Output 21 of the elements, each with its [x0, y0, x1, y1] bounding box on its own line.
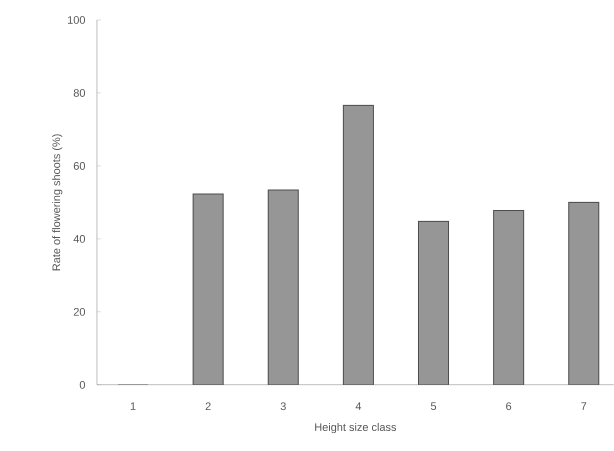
y-axis-title: Rate of flowering shoots (%) [52, 134, 62, 270]
y-tick-label: 40 [74, 235, 86, 243]
bar [493, 210, 524, 385]
bar [568, 202, 600, 385]
y-tick-label: 80 [74, 89, 86, 97]
y-tick-label: 100 [68, 16, 86, 24]
y-tick-label: 0 [80, 381, 86, 389]
x-tick-label: 6 [506, 402, 512, 410]
x-tick-label: 7 [581, 402, 586, 410]
y-tick-label: 20 [74, 308, 86, 316]
x-tick-label: 5 [430, 402, 436, 410]
bar [192, 194, 224, 385]
bar [342, 104, 374, 385]
x-tick-label: 3 [280, 402, 286, 410]
bar [268, 190, 299, 385]
x-axis-title: Height size class [315, 423, 396, 434]
x-tick-label: 2 [206, 402, 211, 410]
y-tick-label: 60 [74, 162, 86, 170]
x-tick-label: 1 [130, 402, 136, 410]
x-tick-label: 4 [356, 402, 362, 410]
bar [418, 220, 450, 385]
